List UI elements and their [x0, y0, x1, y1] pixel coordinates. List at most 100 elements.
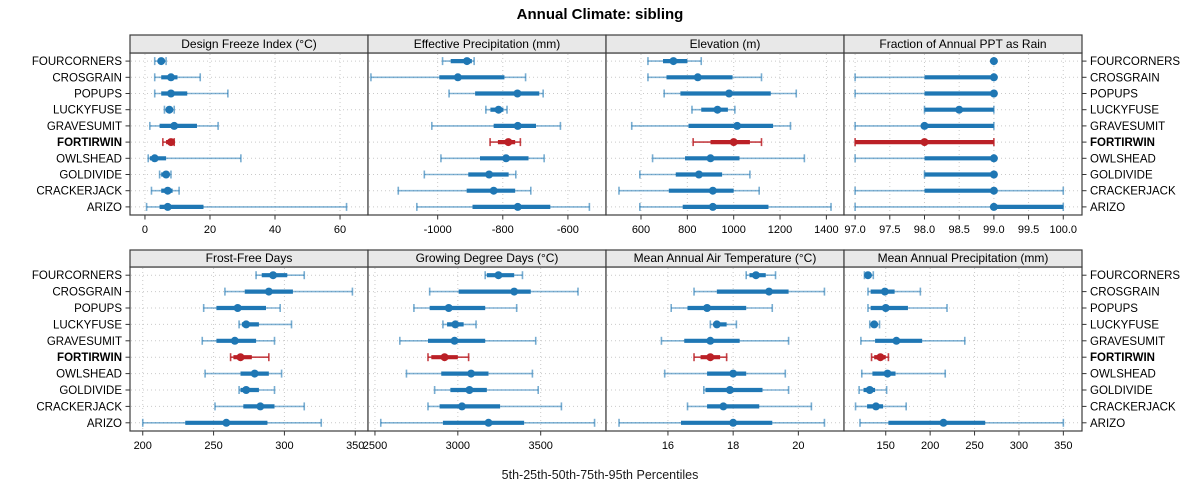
axis-tick-label: 20 [204, 224, 216, 236]
median-dot [989, 186, 998, 195]
percentile-row-arizo [145, 202, 348, 211]
station-label-right-crackerjack: CRACKERJACK [1090, 186, 1176, 198]
station-label-left-luckyfuse: LUCKYFUSE [53, 319, 122, 331]
percentile-row-crackerjack [686, 402, 813, 411]
percentile-row-arizo [379, 418, 596, 427]
median-dot [880, 287, 889, 296]
median-dot [510, 287, 519, 296]
percentile-row-owlshead [854, 154, 998, 163]
percentile-row-goldivide [639, 170, 751, 179]
median-dot [450, 336, 459, 345]
median-dot [706, 336, 715, 345]
median-dot [706, 353, 715, 362]
percentile-row-luckyfuse [163, 105, 176, 114]
axis-tick-label: 600 [632, 224, 650, 236]
median-dot [733, 121, 742, 130]
percentile-row-fourcorners [441, 57, 475, 66]
percentile-row-goldivide [858, 386, 888, 394]
median-dot [462, 57, 471, 66]
median-dot [920, 121, 929, 130]
percentile-row-gravesumit [149, 121, 219, 130]
percentile-row-luckyfuse [485, 105, 508, 114]
median-dot [489, 186, 498, 195]
panel-frost-free-days: 200 250 300 350 Frost-Free Days [129, 249, 369, 452]
median-dot [989, 89, 998, 98]
percentile-row-gravesumit [860, 336, 966, 345]
percentile-row-gravesumit [201, 336, 276, 345]
station-label-left-goldivide: GOLDIVIDE [59, 170, 122, 182]
station-label-right-popups: POPUPS [1090, 89, 1138, 101]
median-dot [222, 418, 231, 427]
station-label-right-fortirwin: FORTIRWIN [1090, 137, 1155, 149]
percentile-row-arizo [859, 418, 1065, 427]
percentile-row-luckyfuse [442, 320, 477, 329]
panel-header [843, 34, 1083, 54]
percentile-row-luckyfuse [923, 105, 995, 114]
percentile-row-fortirwin [692, 138, 763, 147]
median-dot [863, 271, 872, 280]
median-dot [892, 336, 901, 345]
median-dot [163, 186, 172, 195]
median-dot [751, 271, 760, 280]
percentile-row-arizo [854, 202, 1065, 211]
median-dot [706, 154, 715, 163]
axis-tick-label: 250 [965, 440, 983, 452]
median-dot [712, 320, 721, 329]
panel-header-label: Elevation (m) [690, 37, 761, 51]
station-label-right-gravesumit: GRAVESUMIT [1090, 336, 1165, 348]
median-dot [883, 369, 892, 378]
station-label-right-fourcorners: FOURCORNERS [1090, 56, 1180, 68]
station-label-left-crackerjack: CRACKERJACK [36, 401, 122, 413]
axis-tick-label: 300 [1010, 440, 1028, 452]
axis-tick-label: 200 [921, 440, 939, 452]
percentile-row-fourcorners [863, 271, 875, 280]
percentile-row-fortirwin [162, 138, 176, 147]
median-dot [465, 386, 474, 394]
median-dot [729, 369, 738, 378]
percentile-row-luckyfuse [868, 320, 881, 329]
percentile-row-luckyfuse [709, 320, 738, 329]
panel-growing-degree-days-c: 2500 3000 3500 Growing Degree Days (°C) [363, 249, 607, 452]
station-label-right-arizo: ARIZO [1090, 418, 1125, 430]
panel-fraction-of-annual-ppt-as-rain: 97.0 97.5 98.0 98.5 99.0 99.5 100.0 Fraction of… [843, 34, 1083, 236]
median-dot [513, 89, 522, 98]
axis-tick-label: 97.5 [879, 224, 900, 236]
median-dot [870, 320, 879, 329]
axis-tick-label: 97.0 [844, 224, 865, 236]
panel-elevation-m: 600 800 1000 1200 1400 Elevation (m) [605, 34, 845, 236]
percentile-row-popups [448, 89, 544, 98]
percentile-row-goldivide [158, 170, 172, 179]
panel-design-freeze-index-c: 0 20 40 60 Design Freeze Index (°C) [129, 34, 369, 236]
axis-tick-label: 300 [275, 440, 293, 452]
axis-tick-label: -800 [492, 224, 514, 236]
median-dot [230, 336, 239, 345]
median-dot [170, 121, 179, 130]
median-dot [444, 304, 453, 312]
percentile-row-popups [663, 89, 798, 98]
station-label-right-fortirwin: FORTIRWIN [1090, 352, 1155, 364]
median-dot [233, 304, 242, 312]
station-label-left-popups: POPUPS [74, 303, 122, 315]
panel-header-label: Frost-Free Days [206, 251, 293, 265]
panel-header-label: Fraction of Annual PPT as Rain [879, 37, 1046, 51]
panel-header-label: Design Freeze Index (°C) [181, 37, 317, 51]
median-dot [703, 304, 712, 312]
percentile-row-fourcorners [255, 271, 306, 280]
median-dot [157, 57, 166, 66]
median-dot [920, 138, 929, 147]
percentile-row-luckyfuse [691, 105, 736, 114]
percentile-row-popups [867, 304, 948, 312]
percentile-row-gravesumit [431, 121, 562, 130]
median-dot [729, 418, 738, 427]
percentile-row-fortirwin [427, 353, 470, 362]
percentile-row-owlshead [651, 154, 806, 163]
percentile-row-popups [854, 89, 998, 98]
axis-tick-label: 16 [662, 440, 674, 452]
station-label-right-owlshead: OWLSHEAD [1090, 153, 1156, 165]
panel-mean-annual-precipitation-mm: 150 200 250 300 350 Mean Annual Precipitation… [843, 249, 1083, 452]
percentile-row-gravesumit [660, 336, 790, 345]
median-dot [669, 57, 678, 66]
axis-tick-label: 3000 [446, 440, 470, 452]
percentile-row-goldivide [238, 386, 276, 394]
percentile-row-crackerjack [427, 402, 563, 411]
